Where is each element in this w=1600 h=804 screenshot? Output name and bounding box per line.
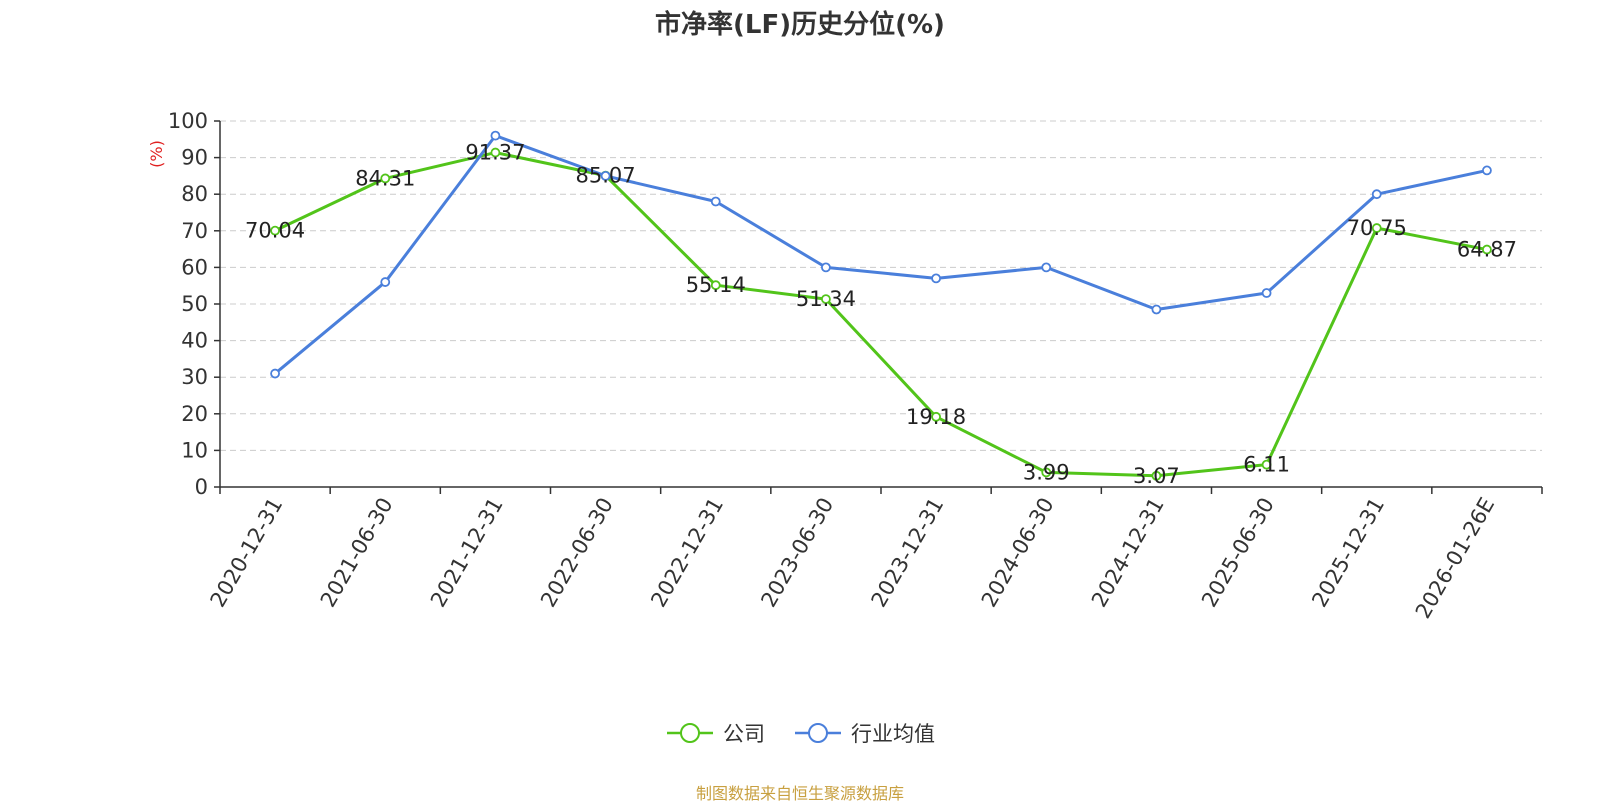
legend-swatch-icon: [667, 723, 713, 743]
data-label: 70.04: [245, 219, 305, 243]
y-tick-label: 90: [181, 146, 208, 170]
data-label: 3.07: [1133, 464, 1180, 488]
data-point: [710, 280, 721, 291]
series-line-1: [274, 134, 1488, 375]
data-point: [1261, 288, 1272, 298]
y-tick-label: 0: [195, 475, 208, 499]
x-tick-label: 2023-12-31: [867, 494, 949, 612]
legend-swatch-icon: [795, 723, 841, 743]
data-point: [1041, 262, 1052, 273]
x-tick-label: 2021-06-30: [316, 494, 398, 612]
x-tick-label: 2026-01-26E: [1411, 494, 1499, 623]
data-point: [1151, 304, 1162, 315]
x-tick-label: 2022-12-31: [646, 494, 728, 612]
data-label: 55.14: [686, 273, 746, 297]
data-label: 85.07: [576, 164, 636, 188]
data-point: [931, 411, 941, 422]
legend-swatch-circle: [808, 723, 828, 743]
source-note: 制图数据来自恒生聚源数据库: [695, 784, 904, 803]
data-label: 6.11: [1243, 453, 1290, 477]
y-tick-label: 30: [181, 365, 208, 389]
x-tick-label: 2022-06-30: [536, 494, 618, 612]
grid-lines: [220, 120, 1542, 451]
data-point: [1482, 165, 1492, 176]
data-point: [1041, 467, 1052, 478]
x-tick-label: 2025-06-30: [1197, 494, 1279, 612]
data-label: 70.75: [1347, 216, 1407, 240]
series-line-0: [274, 151, 1488, 478]
legend-label: 公司: [723, 722, 765, 746]
y-tick-label: 60: [181, 255, 208, 279]
data-point: [380, 173, 391, 184]
chart-title: 市净率(LF)历史分位(%): [655, 10, 945, 40]
data-point: [1371, 223, 1382, 233]
y-tick-label: 100: [168, 109, 208, 133]
data-labels: 70.04 84.31 91.37 85.07 55.14 51.34 19.18 3.99 3…: [245, 141, 1517, 488]
data-label: 3.99: [1023, 460, 1070, 484]
x-tick-label: 2024-12-31: [1087, 494, 1169, 612]
legend-item-0[interactable]: 公司: [665, 718, 765, 748]
data-point: [1151, 470, 1162, 481]
data-point: [270, 225, 280, 236]
x-tick-label: 2020-12-31: [206, 494, 288, 612]
y-tick-label: 20: [181, 402, 208, 426]
data-point: [710, 196, 721, 207]
data-label: 19.18: [906, 405, 966, 429]
line-chart: 0 10 20 30 40 50 60 70 80 90 100(%) 2020-12-31 2021-…: [147, 109, 1543, 623]
x-tick-label: 2025-12-31: [1307, 494, 1389, 612]
series-lines: [270, 130, 1492, 481]
data-point: [380, 277, 391, 287]
data-label: 51.34: [796, 287, 856, 311]
y-tick-label: 80: [181, 182, 208, 206]
data-label: 64.87: [1457, 238, 1517, 262]
y-tick-label: 70: [181, 219, 208, 243]
data-point: [821, 294, 831, 304]
data-point: [821, 262, 831, 273]
data-point: [931, 273, 941, 284]
data-point: [270, 368, 280, 379]
x-tick-label: 2021-12-31: [426, 494, 508, 612]
y-axis-label: (%): [147, 140, 166, 168]
x-tick-label: 2024-06-30: [977, 494, 1059, 612]
data-point: [1261, 459, 1272, 470]
y-tick-label: 50: [181, 292, 208, 316]
data-label: 91.37: [465, 141, 525, 165]
legend: 公司 行业均值: [0, 718, 1600, 748]
y-tick-label: 10: [181, 438, 208, 462]
data-point: [490, 147, 501, 158]
data-label: 84.31: [355, 166, 415, 190]
legend-label: 行业均值: [851, 722, 935, 746]
legend-swatch-circle: [680, 723, 700, 743]
legend-item-1[interactable]: 行业均值: [793, 718, 935, 748]
data-point: [1482, 244, 1492, 255]
data-point: [1371, 189, 1382, 200]
y-tick-label: 40: [181, 329, 208, 353]
data-point: [600, 170, 611, 181]
x-tick-label: 2023-06-30: [756, 494, 838, 612]
data-point: [490, 130, 501, 141]
